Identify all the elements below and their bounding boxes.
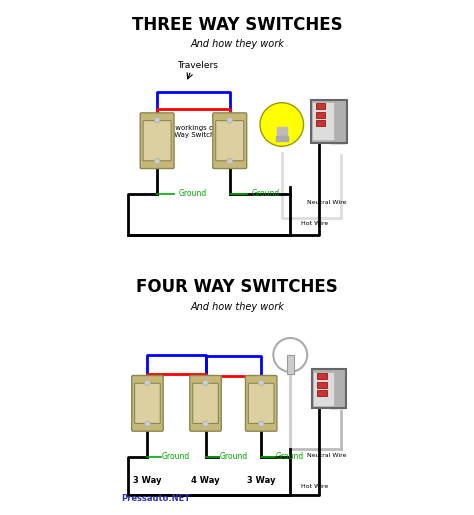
Bar [316, 120, 325, 126]
Circle shape [273, 338, 307, 372]
FancyBboxPatch shape [246, 375, 277, 431]
Text: Internal workings of the
Three Way Switches: Internal workings of the Three Way Switc… [146, 125, 229, 138]
Text: 3 Way: 3 Way [133, 476, 162, 485]
Text: Pressauto.NET: Pressauto.NET [121, 493, 190, 503]
Text: Ground: Ground [252, 190, 280, 198]
Text: And how they work: And how they work [190, 301, 284, 312]
FancyBboxPatch shape [140, 113, 174, 168]
Text: Hot Wire: Hot Wire [301, 484, 328, 489]
FancyBboxPatch shape [193, 383, 219, 423]
Circle shape [154, 159, 160, 164]
Bar [317, 390, 327, 396]
Bar [317, 382, 327, 388]
Text: Travelers: Travelers [177, 61, 218, 70]
FancyBboxPatch shape [213, 113, 246, 168]
Circle shape [260, 102, 303, 146]
Text: Ground: Ground [220, 452, 248, 461]
Circle shape [145, 380, 150, 386]
FancyBboxPatch shape [216, 121, 244, 161]
Text: THREE WAY SWITCHES: THREE WAY SWITCHES [132, 15, 342, 33]
Circle shape [258, 421, 264, 427]
Bar [314, 373, 333, 405]
FancyBboxPatch shape [312, 369, 346, 408]
Bar [276, 136, 288, 141]
FancyBboxPatch shape [330, 99, 345, 143]
FancyBboxPatch shape [132, 375, 163, 431]
Bar [287, 355, 294, 374]
Circle shape [227, 117, 233, 123]
Text: Ground: Ground [162, 452, 190, 461]
Circle shape [145, 421, 150, 427]
Circle shape [154, 117, 160, 123]
FancyBboxPatch shape [190, 375, 221, 431]
Bar [316, 112, 325, 118]
FancyBboxPatch shape [248, 383, 274, 423]
Circle shape [227, 159, 233, 164]
Circle shape [202, 380, 209, 386]
Bar [317, 373, 327, 379]
Text: Hot Wire: Hot Wire [301, 221, 328, 227]
Text: Neutral Wire: Neutral Wire [307, 200, 346, 204]
Bar [316, 103, 325, 109]
Circle shape [258, 380, 264, 386]
FancyBboxPatch shape [135, 383, 160, 423]
FancyBboxPatch shape [143, 121, 171, 161]
FancyBboxPatch shape [330, 369, 344, 408]
Text: 3 Way: 3 Way [247, 476, 275, 485]
Text: And how they work: And how they work [190, 39, 284, 49]
Text: Neutral Wire: Neutral Wire [307, 453, 346, 458]
Circle shape [202, 421, 209, 427]
Text: 4 Way: 4 Way [191, 476, 220, 485]
Bar [313, 103, 333, 140]
FancyBboxPatch shape [311, 99, 347, 143]
Text: FOUR WAY SWITCHES: FOUR WAY SWITCHES [136, 278, 338, 296]
Text: Ground: Ground [179, 190, 207, 198]
Bar [277, 127, 287, 138]
Text: Ground: Ground [276, 452, 304, 461]
